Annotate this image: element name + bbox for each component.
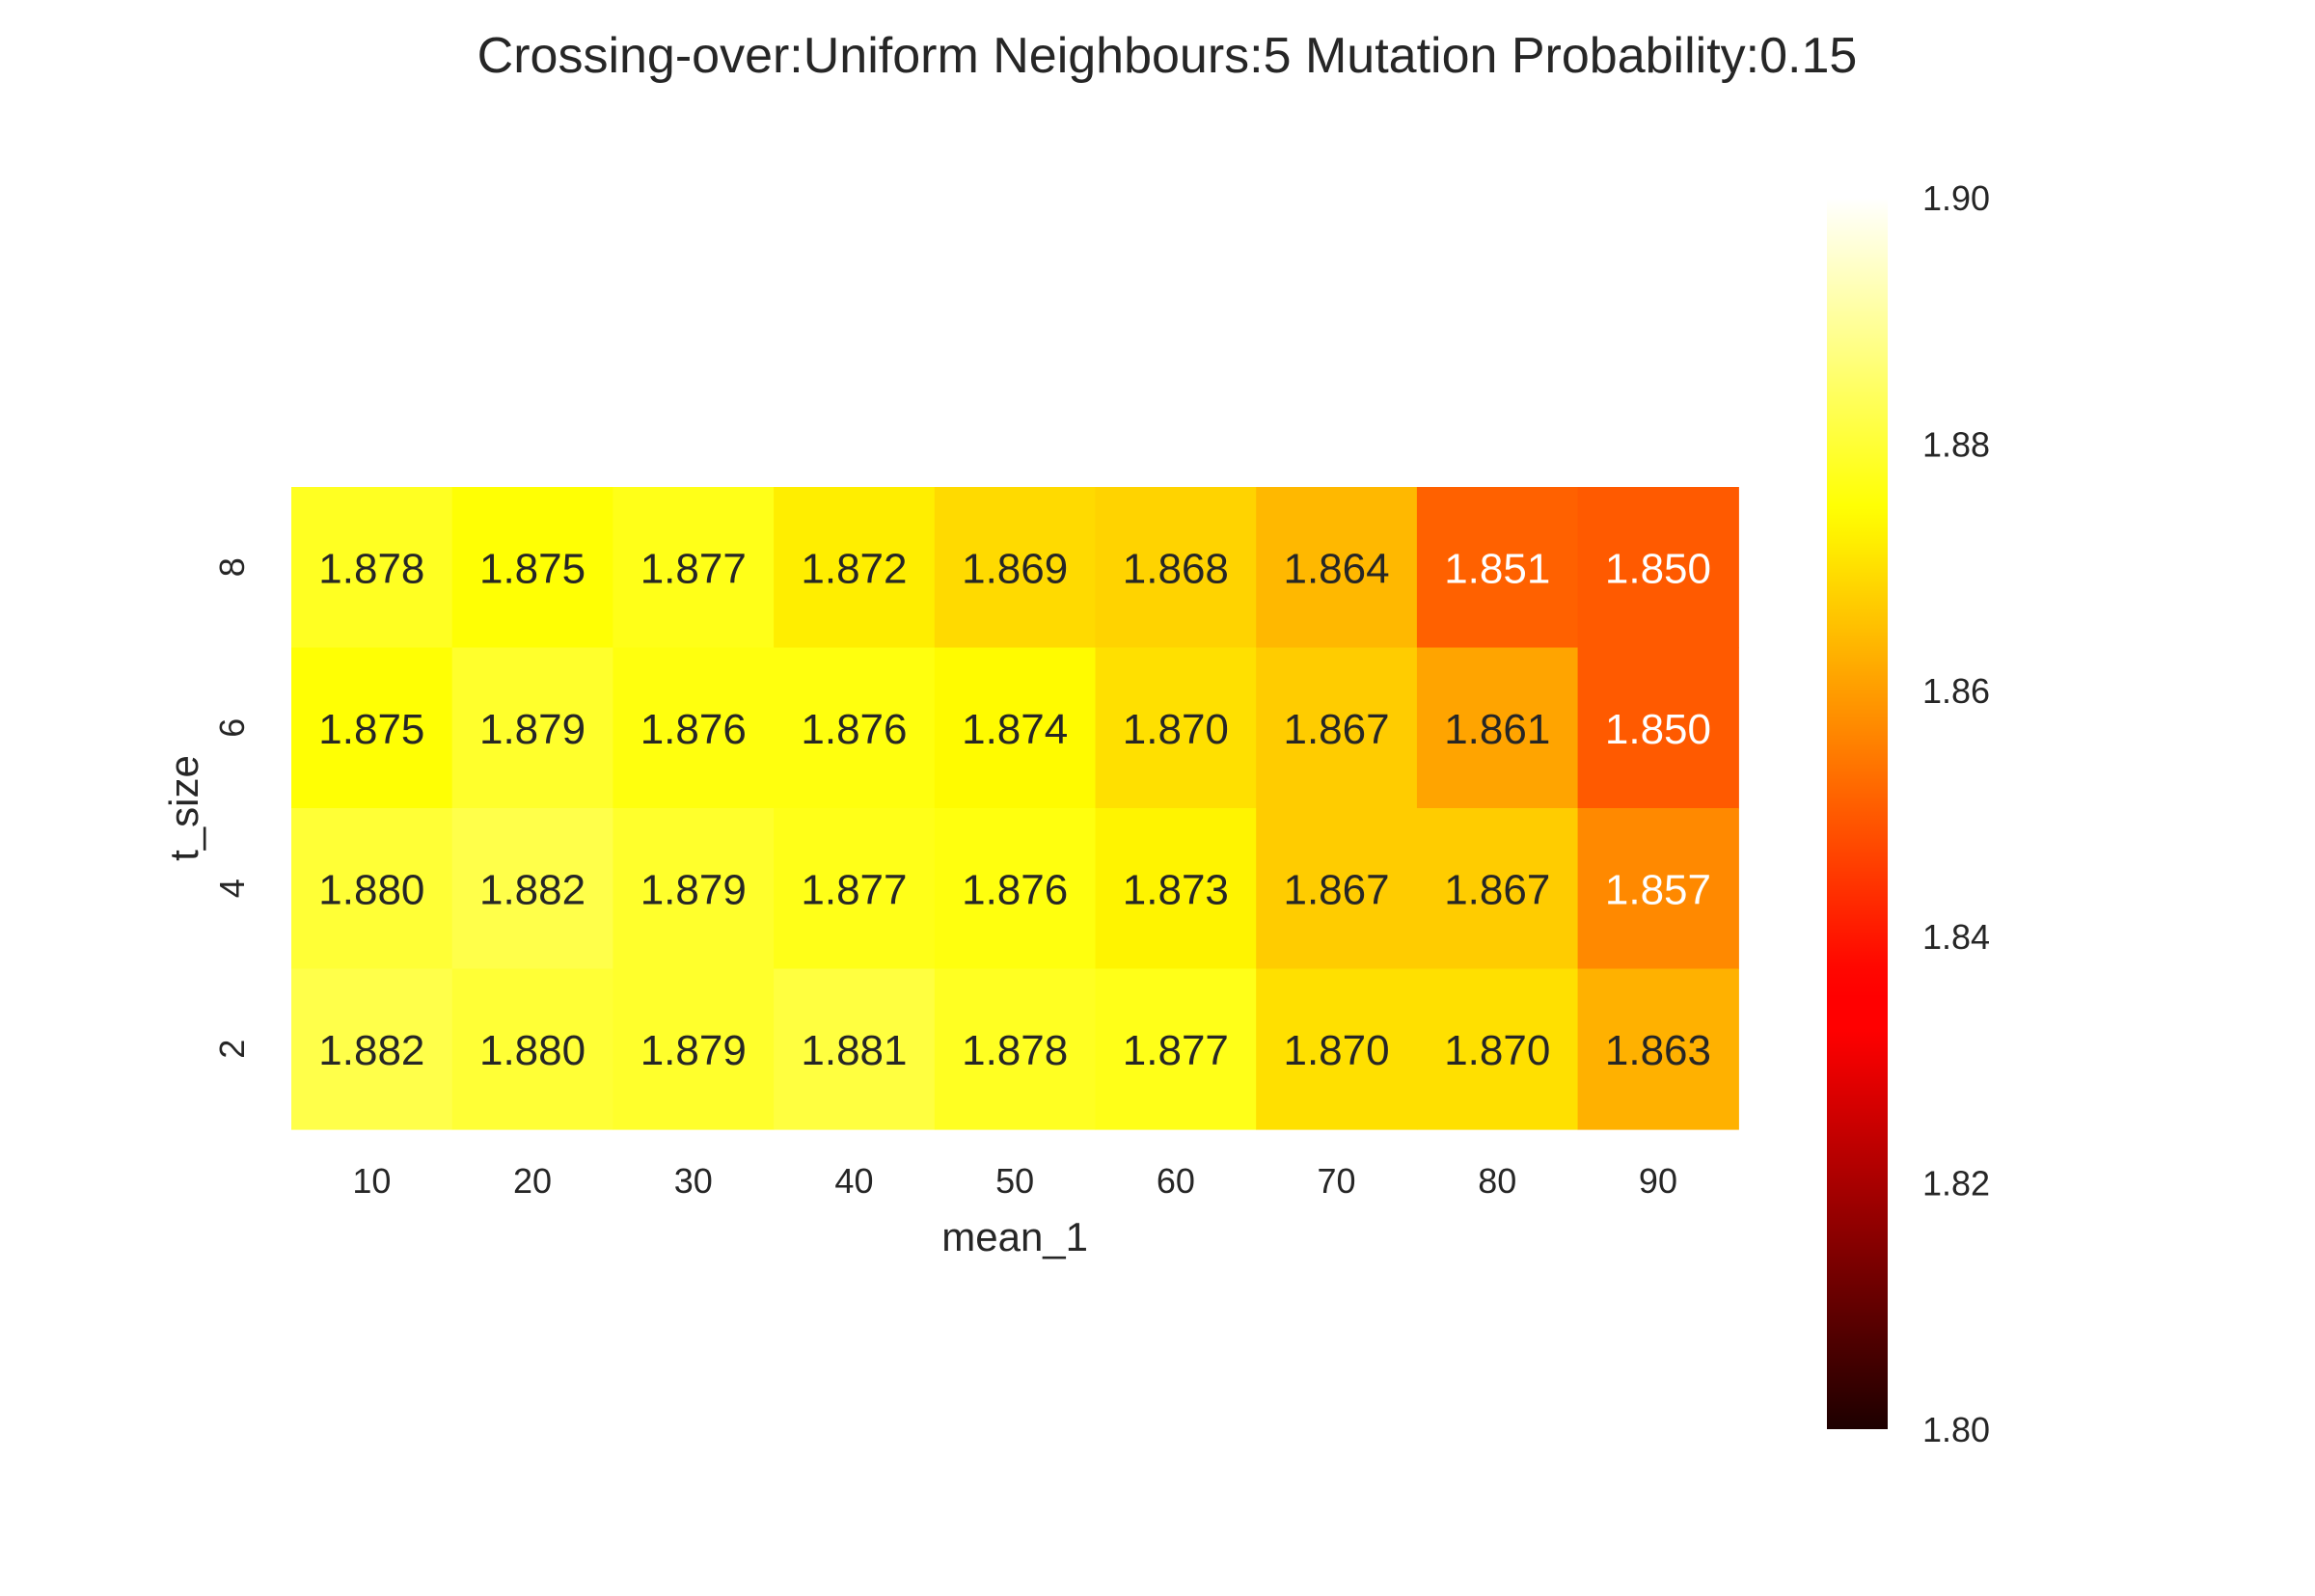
cell-value-label: 1.877: [1123, 1027, 1229, 1074]
heatmap-cell: [451, 487, 613, 649]
heatmap-cell: [1095, 647, 1257, 809]
heatmap-cell: [1416, 968, 1579, 1130]
y-tick-label: 8: [212, 557, 252, 577]
heatmap-cell: [1416, 487, 1579, 649]
heatmap-cell: [613, 968, 775, 1130]
cell-value-label: 1.867: [1283, 706, 1389, 753]
cell-value-label: 1.867: [1444, 866, 1550, 913]
heatmap-cell: [1256, 968, 1418, 1130]
cell-value-label: 1.882: [318, 1027, 424, 1074]
heatmap-cell: [291, 808, 453, 970]
x-tick-label: 40: [834, 1161, 873, 1201]
cell-value-label: 1.867: [1283, 866, 1389, 913]
heatmap-cell: [1256, 487, 1418, 649]
x-tick-label: 80: [1478, 1161, 1516, 1201]
cell-value-label: 1.878: [962, 1027, 1068, 1074]
y-tick-label: 6: [212, 718, 252, 738]
chart-title: Crossing-over:Uniform Neighbours:5 Mutat…: [477, 28, 1858, 84]
heatmap-cell: [451, 647, 613, 809]
cell-value-label: 1.873: [1123, 866, 1229, 913]
heatmap-cell: [291, 968, 453, 1130]
heatmap-cell: [451, 808, 613, 970]
heatmap-cell: [1416, 647, 1579, 809]
heatmap-cell: [451, 968, 613, 1130]
cell-value-label: 1.877: [640, 545, 747, 592]
x-tick-label: 10: [352, 1161, 391, 1201]
heatmap-cell: [1577, 808, 1739, 970]
heatmap-cell: [1256, 808, 1418, 970]
cell-value-label: 1.878: [318, 545, 424, 592]
cell-value-label: 1.877: [801, 866, 907, 913]
cell-value-label: 1.872: [801, 545, 907, 592]
heatmap-cell: [1577, 647, 1739, 809]
heatmap-cell: [1577, 968, 1739, 1130]
x-tick-label: 50: [995, 1161, 1034, 1201]
heatmap-cell: [1416, 808, 1579, 970]
heatmap-cell: [1095, 968, 1257, 1130]
cell-value-label: 1.875: [318, 706, 424, 753]
colorbar-tick-label: 1.88: [1922, 424, 1990, 464]
cell-value-label: 1.880: [479, 1027, 586, 1074]
cell-value-label: 1.850: [1605, 545, 1711, 592]
heatmap-cell: [934, 968, 1097, 1130]
x-tick-label: 90: [1639, 1161, 1677, 1201]
y-tick-label: 4: [212, 879, 252, 898]
heatmap-cell: [1095, 487, 1257, 649]
cell-value-label: 1.879: [640, 866, 747, 913]
cell-value-label: 1.874: [962, 706, 1068, 753]
x-tick-label: 60: [1157, 1161, 1195, 1201]
cell-value-label: 1.870: [1283, 1027, 1389, 1074]
colorbar-tick-label: 1.90: [1922, 178, 1990, 218]
x-tick-label: 20: [513, 1161, 552, 1201]
colorbar: [1827, 198, 1888, 1429]
cell-value-label: 1.882: [479, 866, 586, 913]
heatmap-cell: [774, 808, 936, 970]
cell-value-label: 1.876: [801, 706, 907, 753]
heatmap-cell: [774, 968, 936, 1130]
heatmap-cell: [934, 808, 1097, 970]
heatmap-cell: [613, 647, 775, 809]
cell-value-label: 1.881: [801, 1027, 907, 1074]
colorbar-tick-label: 1.84: [1922, 917, 1990, 957]
cell-value-label: 1.850: [1605, 706, 1711, 753]
heatmap-cell: [934, 487, 1097, 649]
y-tick-label: 2: [212, 1040, 252, 1059]
heatmap-cell: [1577, 487, 1739, 649]
x-tick-label: 30: [674, 1161, 713, 1201]
cell-value-label: 1.870: [1123, 706, 1229, 753]
cell-value-label: 1.879: [479, 706, 586, 753]
cell-value-label: 1.880: [318, 866, 424, 913]
cell-value-label: 1.876: [640, 706, 747, 753]
heatmap-cell: [1256, 647, 1418, 809]
y-axis-label: t_size: [161, 755, 206, 861]
heatmap-cell: [291, 487, 453, 649]
colorbar-tick-label: 1.82: [1922, 1164, 1990, 1204]
cell-value-label: 1.870: [1444, 1027, 1550, 1074]
cell-value-label: 1.869: [962, 545, 1068, 592]
heatmap-cell: [613, 487, 775, 649]
cell-value-label: 1.875: [479, 545, 586, 592]
heatmap-cell: [774, 487, 936, 649]
cell-value-label: 1.868: [1123, 545, 1229, 592]
colorbar-tick-label: 1.80: [1922, 1410, 1990, 1449]
x-tick-label: 70: [1318, 1161, 1356, 1201]
cell-value-label: 1.863: [1605, 1027, 1711, 1074]
heatmap-cell: [613, 808, 775, 970]
cell-value-label: 1.851: [1444, 545, 1550, 592]
cell-value-label: 1.879: [640, 1027, 747, 1074]
heatmap-cell: [1095, 808, 1257, 970]
heatmap-cell: [774, 647, 936, 809]
heatmap-cell: [291, 647, 453, 809]
cell-value-label: 1.861: [1444, 706, 1550, 753]
cell-value-label: 1.876: [962, 866, 1068, 913]
x-axis-label: mean_1: [941, 1214, 1088, 1259]
cell-value-label: 1.864: [1283, 545, 1389, 592]
heatmap-cell: [934, 647, 1097, 809]
cell-value-label: 1.857: [1605, 866, 1711, 913]
colorbar-tick-label: 1.86: [1922, 671, 1990, 711]
